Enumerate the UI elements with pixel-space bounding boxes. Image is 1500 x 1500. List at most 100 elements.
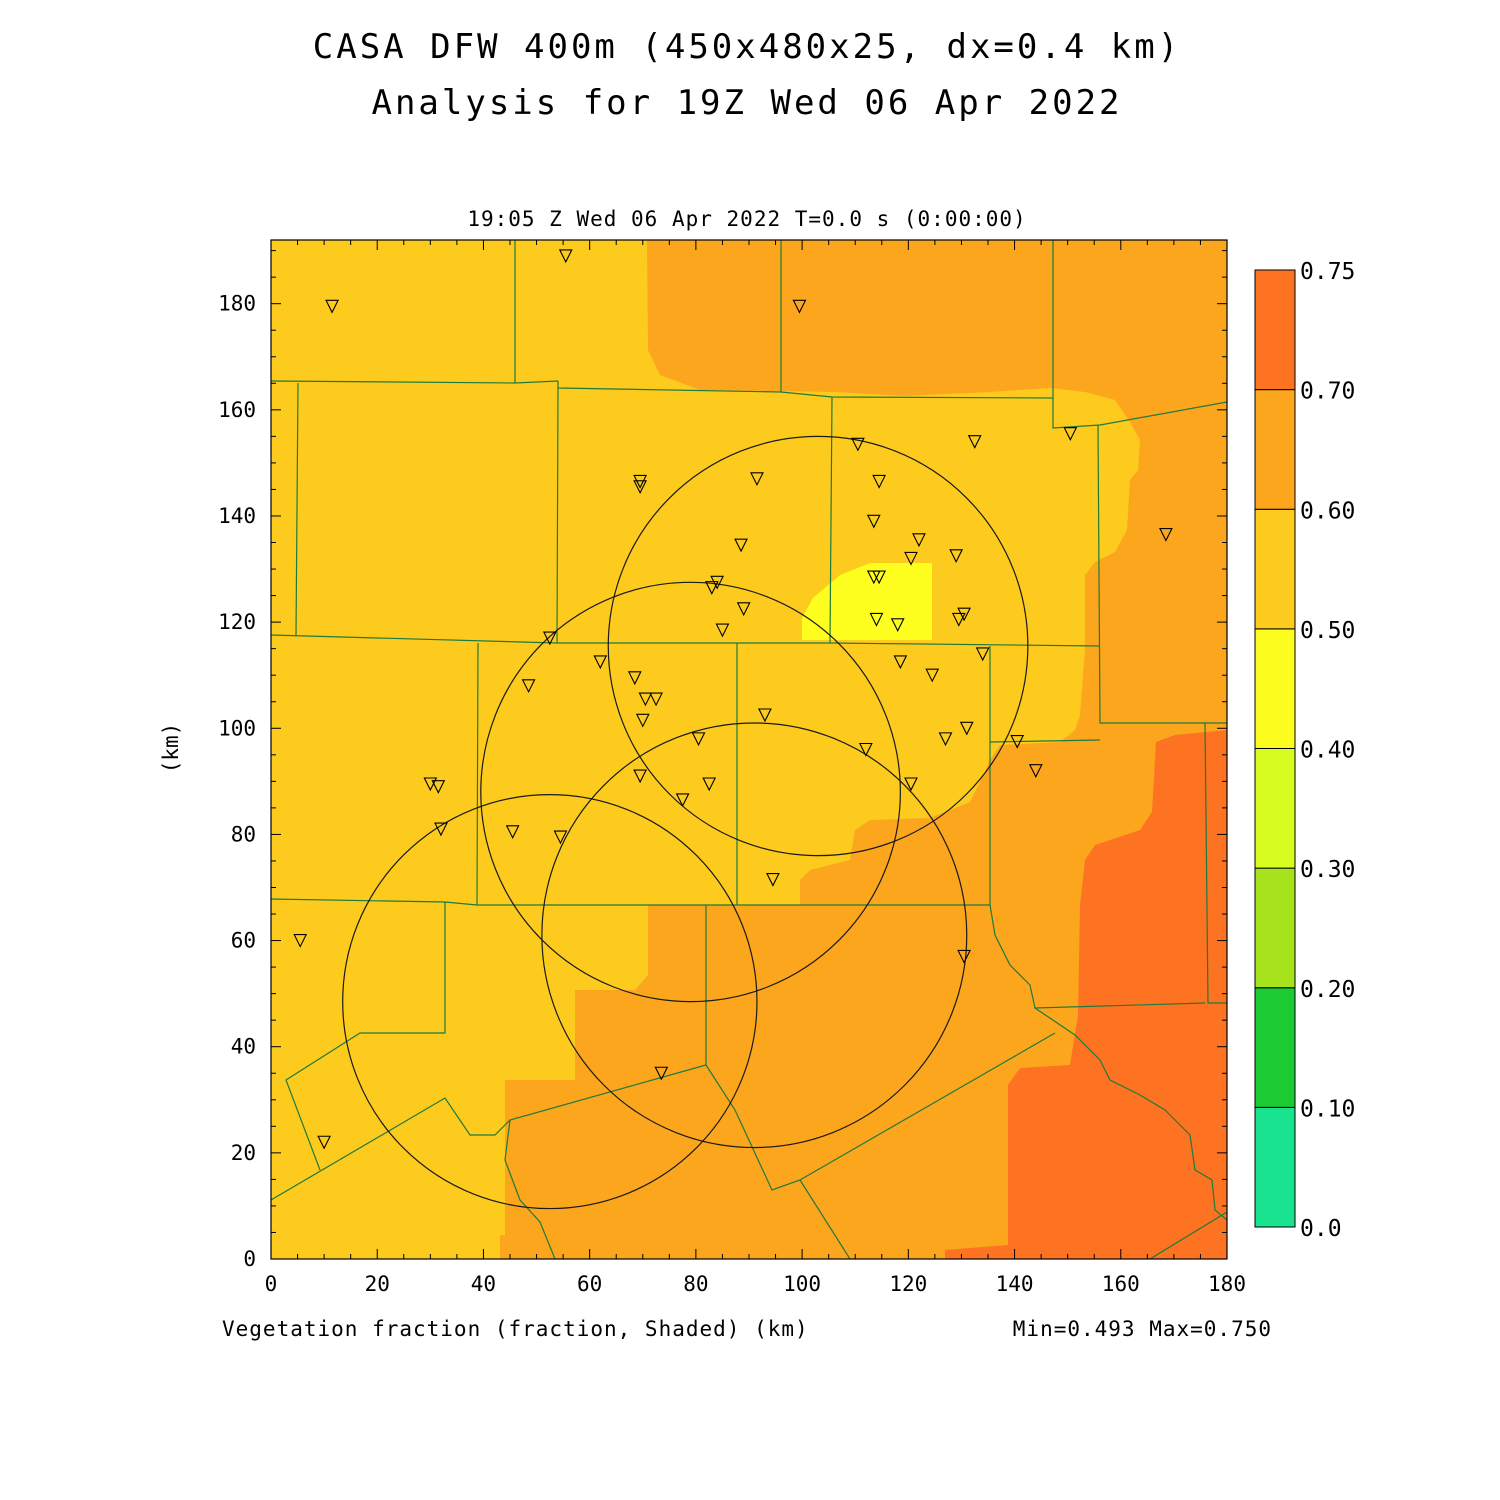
station-marker (521, 679, 536, 694)
station-marker (959, 721, 974, 736)
field-band-070-075 (945, 730, 1227, 1259)
colorbar-level-label: 0.0 (1300, 1216, 1342, 1242)
station-marker (925, 668, 940, 683)
x-tick-label: 180 (1208, 1272, 1246, 1296)
station-marker (951, 612, 966, 627)
station-marker (704, 581, 719, 595)
y-tick-label: 160 (218, 398, 256, 422)
station-marker (766, 872, 780, 887)
station-marker (710, 575, 725, 590)
x-tick-label: 60 (577, 1272, 602, 1296)
station-markers (293, 249, 1173, 1150)
station-marker (434, 822, 448, 837)
field-label: Vegetation fraction (fraction, Shaded) (… (222, 1317, 809, 1341)
station-marker (1063, 427, 1078, 441)
x-tick-label: 40 (471, 1272, 496, 1296)
y-tick-label: 80 (231, 822, 256, 846)
colorbar-swatch (1254, 389, 1296, 510)
station-marker (627, 671, 642, 686)
station-marker (702, 777, 717, 792)
station-marker (675, 793, 690, 808)
station-marker (850, 437, 865, 452)
colorbar-swatch (1254, 748, 1296, 869)
x-tick-label: 120 (889, 1272, 927, 1296)
range-ring-1 (342, 794, 758, 1210)
y-tick-label: 40 (231, 1035, 256, 1059)
station-marker (635, 713, 650, 728)
radar-range-rings (342, 435, 1029, 1210)
station-marker (949, 549, 964, 564)
station-marker (558, 249, 573, 264)
x-tick-label: 0 (265, 1272, 278, 1296)
station-marker (866, 514, 881, 529)
range-ring-4 (607, 435, 1029, 857)
station-marker (715, 623, 730, 638)
colorbar-level-label: 0.70 (1300, 379, 1355, 405)
colorbar-swatch (1254, 628, 1296, 749)
station-marker (750, 472, 764, 487)
min-max-readout: Min=0.493 Max=0.750 (1013, 1317, 1272, 1341)
station-marker (890, 618, 905, 633)
station-marker (904, 551, 918, 566)
y-tick-label: 60 (231, 929, 256, 953)
colorbar-level-label: 0.30 (1300, 857, 1355, 883)
station-marker (912, 533, 926, 548)
station-marker (553, 830, 568, 845)
title-line1: CASA DFW 400m (450x480x25, dx=0.4 km) (313, 27, 1181, 67)
colorbar-swatch (1254, 867, 1296, 989)
station-marker (957, 949, 971, 964)
title-line2: Analysis for 19Z Wed 06 Apr 2022 (371, 83, 1122, 123)
station-marker (904, 777, 918, 792)
station-marker (734, 538, 748, 553)
station-marker (654, 1066, 669, 1081)
colorbar-level-label: 0.50 (1300, 618, 1355, 644)
station-marker (967, 435, 982, 449)
x-tick-label: 160 (1102, 1272, 1140, 1296)
station-marker (593, 655, 608, 670)
y-tick-label: 0 (243, 1247, 256, 1271)
station-marker (542, 631, 557, 646)
y-tick-label: 120 (218, 610, 256, 634)
station-marker (638, 692, 653, 707)
plot-subtitle: 19:05 Z Wed 06 Apr 2022 T=0.0 s (0:00:00… (467, 207, 1026, 231)
y-tick-label: 180 (218, 292, 256, 316)
station-marker (633, 769, 648, 784)
colorbar-swatch (1254, 508, 1296, 630)
station-marker (633, 480, 648, 495)
y-axis-label: (km) (159, 723, 183, 774)
station-marker (1159, 528, 1173, 542)
colorbar-swatch (1254, 269, 1296, 391)
y-tick-label: 140 (218, 504, 256, 528)
station-marker (893, 655, 908, 670)
shaded-field (271, 240, 1227, 1259)
colorbar-swatch (1254, 1106, 1296, 1228)
county-boundaries (271, 240, 1227, 1259)
station-marker (758, 708, 772, 723)
colorbar-level-label: 0.75 (1300, 259, 1355, 285)
colorbar-level-label: 0.10 (1300, 1096, 1355, 1122)
station-marker (957, 607, 971, 622)
plot-axes: 0 20 40 60 80 100 120 140 160 180 0 20 40 60 80 100 120 1… (218, 240, 1246, 1296)
station-marker (975, 647, 990, 662)
station-marker (869, 612, 884, 627)
station-marker (633, 474, 648, 489)
station-marker (938, 732, 953, 747)
station-marker (325, 299, 339, 314)
range-ring-3 (541, 722, 968, 1149)
colorbar-level-label: 0.20 (1300, 977, 1355, 1003)
station-marker (505, 825, 520, 839)
station-marker (872, 570, 887, 585)
x-tick-label: 80 (683, 1272, 708, 1296)
station-marker (858, 742, 873, 757)
x-tick-label: 100 (783, 1272, 821, 1296)
station-marker (423, 777, 438, 792)
field-band-040-050 (802, 563, 932, 640)
station-marker (317, 1135, 332, 1150)
colorbar: 0.0 0.10 0.20 0.30 0.40 0.50 0.60 0.70 0.75 (1254, 259, 1355, 1242)
range-ring-2 (480, 581, 901, 1003)
colorbar-level-label: 0.60 (1300, 498, 1355, 524)
y-tick-label: 20 (231, 1141, 256, 1165)
station-marker (649, 692, 663, 707)
